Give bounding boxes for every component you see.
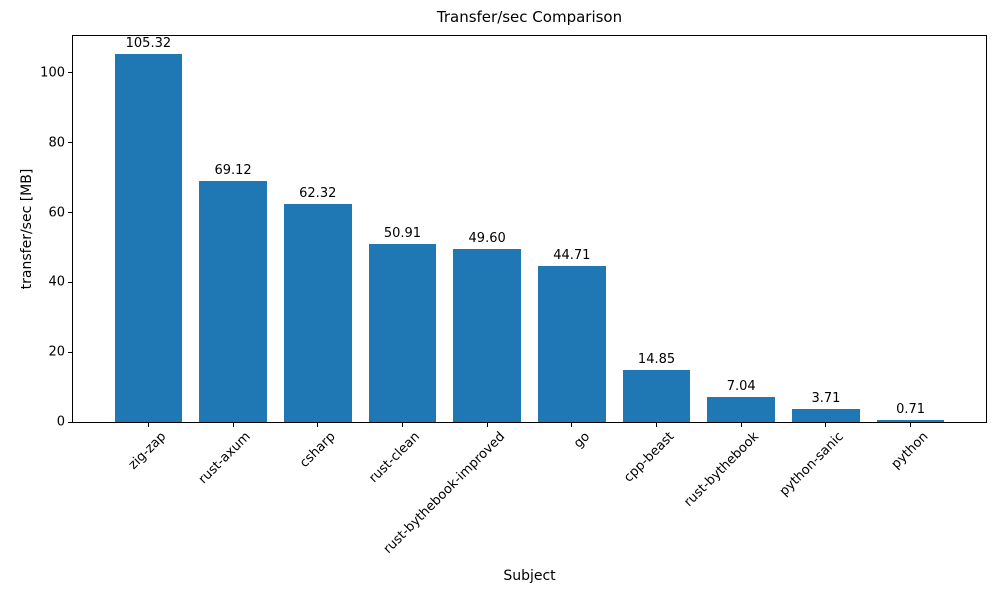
- x-tick-mark: [825, 423, 827, 427]
- y-tick-mark: [68, 281, 72, 283]
- x-tick-mark: [147, 423, 149, 427]
- x-tick-label: zig-zap: [125, 429, 170, 473]
- bar-value-label: 44.71: [553, 247, 591, 263]
- bar-value-label: 49.60: [468, 230, 506, 246]
- bar: [622, 370, 691, 422]
- bar: [707, 397, 776, 422]
- bar: [283, 204, 352, 422]
- y-tick-mark: [68, 142, 72, 144]
- x-tick-label: cpp-beast: [621, 429, 678, 486]
- x-tick-label: rust-axum: [196, 429, 254, 488]
- y-tick-label: 60: [48, 205, 65, 221]
- x-tick-label: rust-bythebook: [681, 429, 763, 510]
- x-tick-mark: [740, 423, 742, 427]
- y-tick-mark: [68, 421, 72, 423]
- bar-value-label: 14.85: [637, 352, 676, 368]
- bar-value-label: 62.32: [299, 186, 337, 202]
- bar-value-label: 0.71: [896, 401, 926, 417]
- x-tick-label: python: [888, 429, 932, 473]
- y-tick-mark: [68, 212, 72, 214]
- bar: [199, 180, 267, 422]
- x-tick-label: python-sanic: [776, 429, 847, 500]
- bar: [453, 248, 522, 422]
- bar-value-label: 69.12: [214, 162, 252, 178]
- x-tick-mark: [571, 423, 573, 427]
- y-tick-label: 80: [48, 135, 65, 151]
- x-tick-mark: [401, 423, 403, 427]
- bar-value-label: 105.32: [125, 36, 172, 52]
- bar-value-label: 50.91: [383, 226, 422, 242]
- y-tick-label: 100: [40, 65, 65, 81]
- x-tick-mark: [317, 423, 319, 427]
- bar: [792, 409, 860, 422]
- x-tick-label: rust-clean: [366, 429, 424, 486]
- bar-value-label: 7.04: [726, 379, 756, 395]
- x-axis-label: Subject: [503, 568, 556, 584]
- bar: [537, 265, 606, 422]
- x-tick-label: go: [570, 429, 593, 452]
- x-tick-mark: [656, 423, 658, 427]
- bar: [114, 54, 183, 422]
- y-tick-mark: [68, 72, 72, 74]
- chart-title: Transfer/sec Comparison: [436, 8, 623, 26]
- y-tick-mark: [68, 351, 72, 353]
- x-tick-mark: [486, 423, 488, 427]
- bar: [876, 419, 945, 422]
- y-tick-label: 20: [48, 344, 65, 360]
- y-tick-label: 0: [56, 414, 65, 430]
- x-tick-mark: [910, 423, 912, 427]
- y-tick-label: 40: [48, 274, 65, 290]
- x-tick-label: csharp: [297, 429, 339, 471]
- bar: [368, 244, 437, 422]
- x-tick-mark: [232, 423, 234, 427]
- y-axis-label: transfer/sec [MB]: [19, 168, 35, 290]
- bar-value-label: 3.71: [811, 391, 841, 407]
